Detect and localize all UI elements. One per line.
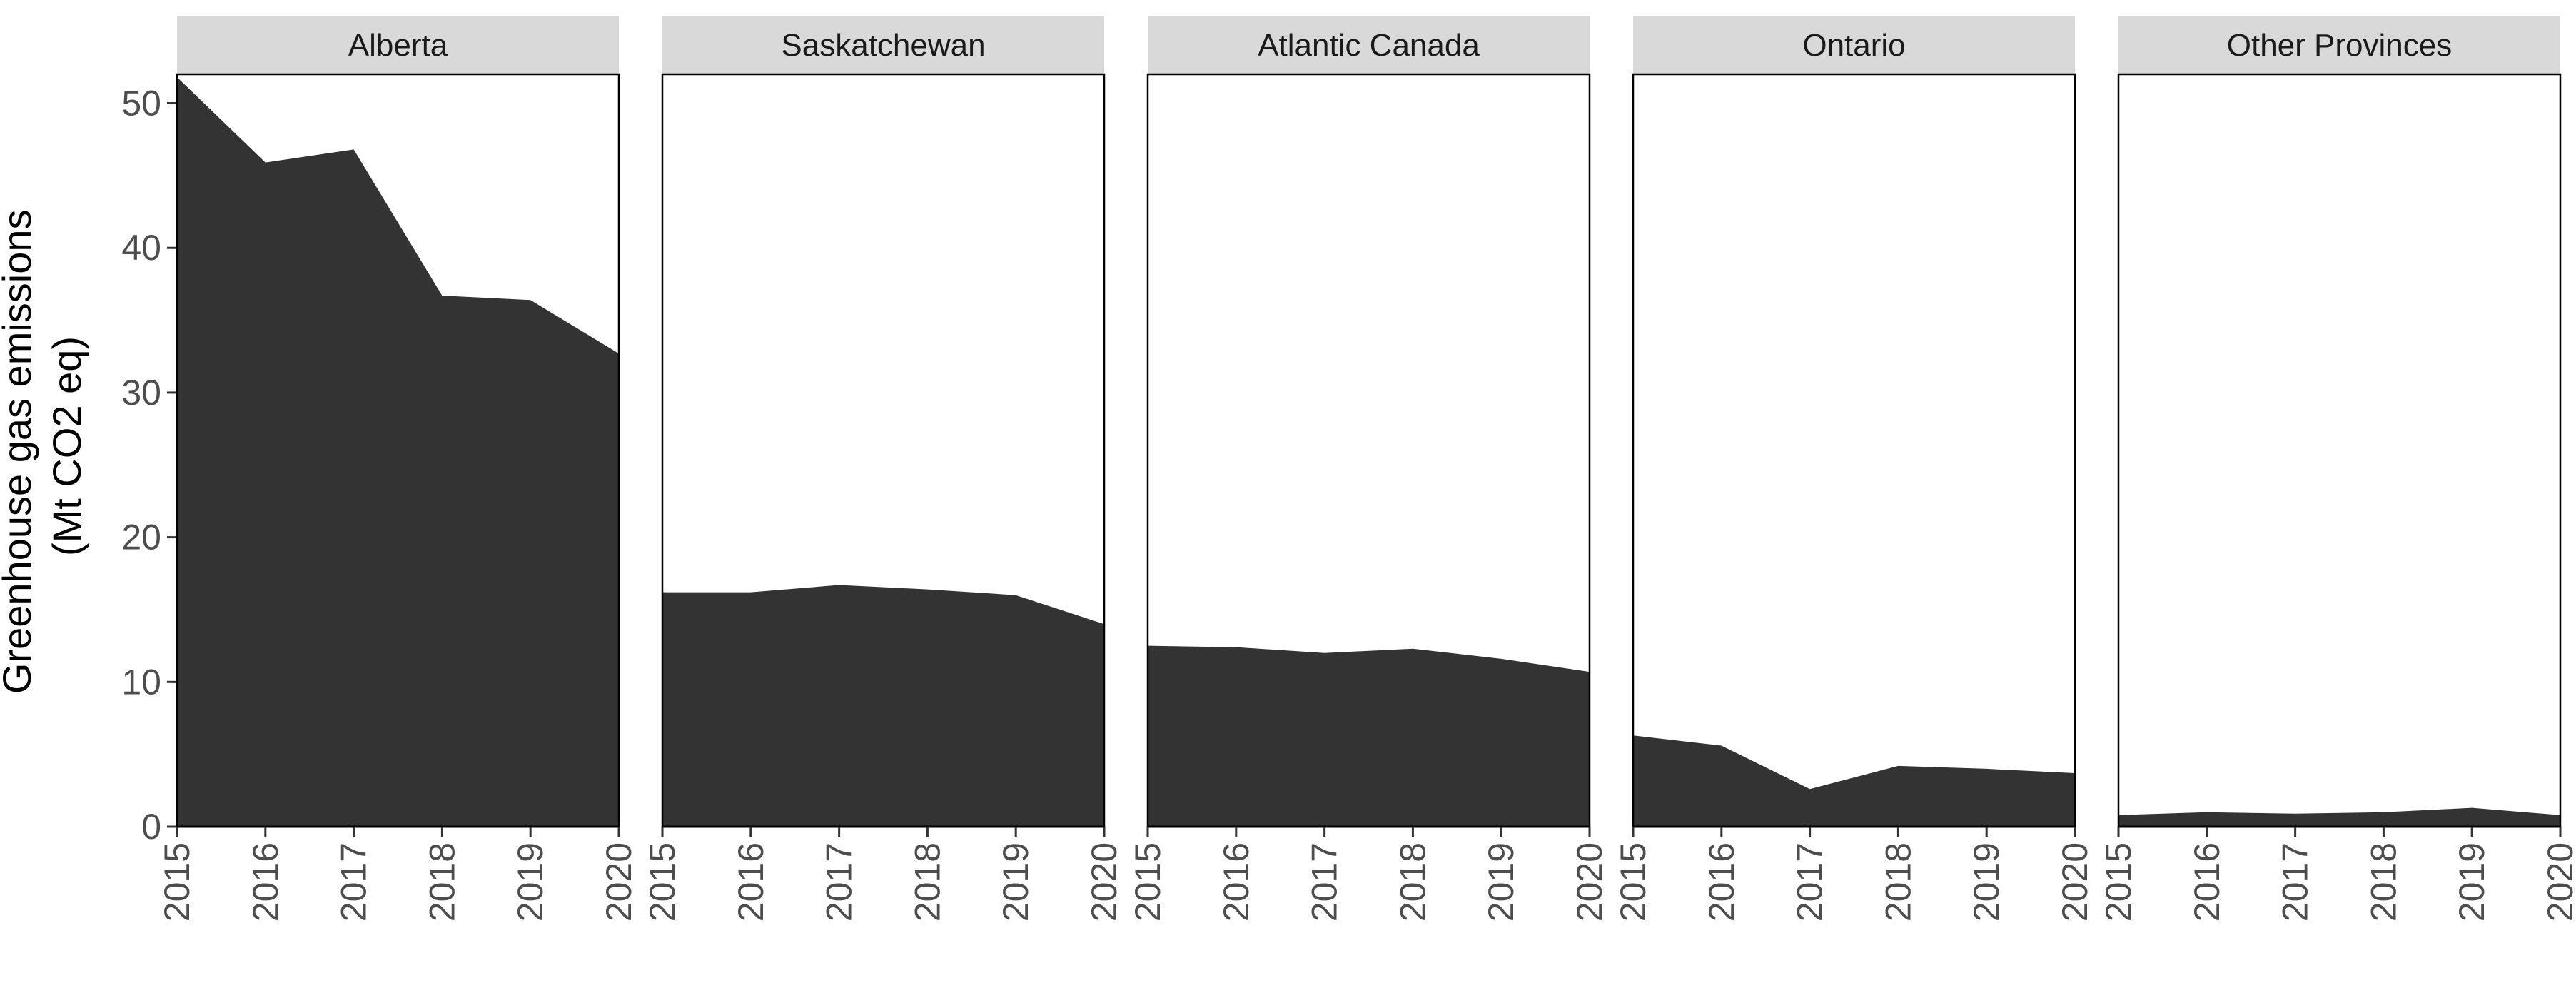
panel-ontario: Ontario 2015 2016 2017 2018 2019 2020: [1613, 16, 2095, 922]
x-tick-label: 2016: [731, 842, 771, 922]
area-alberta: [177, 77, 619, 827]
x-tick-label: 2020: [599, 842, 639, 922]
x-tick-label: 2017: [1790, 842, 1830, 922]
y-axis-title-line-1: Greenhouse gas emissions: [0, 209, 39, 694]
y-tick-label: 30: [121, 373, 161, 413]
x-tick-label: 2019: [2452, 842, 2492, 922]
facet-strip-label: Atlantic Canada: [1258, 28, 1480, 63]
x-tick-label: 2020: [2055, 842, 2095, 922]
facet-strip: [1148, 16, 1590, 74]
panel-atlantic-canada: Atlantic Canada 2015 2016 2017 2018 2019 2020: [1128, 16, 1610, 922]
x-tick-label: 2017: [2276, 842, 2315, 922]
x-tick-label: 2015: [642, 842, 682, 922]
x-tick-label: 2016: [1216, 842, 1256, 922]
x-tick-label: 2019: [1966, 842, 2006, 922]
x-tick-label: 2015: [1128, 842, 1168, 922]
panel-background: [1633, 74, 2075, 827]
x-tick-label: 2016: [1702, 842, 1742, 922]
x-tick-label: 2018: [907, 842, 947, 922]
panel-saskatchewan: Saskatchewan 2015 2016 2017 2018 2019 2020: [642, 16, 1124, 922]
area-atlantic-canada: [1148, 645, 1590, 827]
x-tick-label: 2018: [1393, 842, 1433, 922]
facet-strip: [2118, 16, 2560, 74]
x-tick-label: 2018: [422, 842, 462, 922]
x-tick-label: 2019: [1481, 842, 1521, 922]
x-tick-label: 2017: [819, 842, 859, 922]
area-saskatchewan: [662, 585, 1104, 827]
facet-strip: [177, 16, 619, 74]
facet-strip-label: Other Provinces: [2227, 28, 2452, 63]
x-tick-label: 2016: [246, 842, 286, 922]
x-tick-label: 2019: [510, 842, 550, 922]
x-tick-label: 2016: [2187, 842, 2227, 922]
y-axis-title: Greenhouse gas emissions (Mt CO2 eq): [0, 198, 89, 694]
x-tick-label: 2017: [1305, 842, 1345, 922]
x-tick-label: 2015: [1613, 842, 1653, 922]
area-other-provinces: [2118, 807, 2560, 827]
x-tick-label: 2015: [157, 842, 197, 922]
facet-strip-label: Saskatchewan: [781, 28, 985, 63]
panel-alberta: Alberta 2015 2016 2017 2018 2019 2020: [157, 16, 639, 922]
x-tick-label: 2018: [2363, 842, 2403, 922]
y-tick-label: 10: [121, 662, 161, 702]
x-tick-label: 2020: [1084, 842, 1124, 922]
y-tick-label: 20: [121, 518, 161, 558]
x-tick-label: 2017: [334, 842, 374, 922]
y-axis-title-line-2: (Mt CO2 eq): [44, 336, 89, 556]
facet-strip-label: Alberta: [348, 28, 448, 63]
facet-strip-label: Ontario: [1802, 28, 1905, 63]
y-tick-label: 50: [121, 84, 161, 124]
x-tick-label: 2020: [1570, 842, 1610, 922]
x-tick-label: 2020: [2540, 842, 2576, 922]
x-tick-label: 2019: [996, 842, 1036, 922]
x-tick-label: 2015: [2098, 842, 2138, 922]
y-axis: 0 10 20 30 40 50: [121, 84, 177, 847]
y-tick-label: 0: [141, 807, 161, 847]
panel-background: [2118, 74, 2560, 827]
facet-strip: [662, 16, 1104, 74]
y-tick-label: 40: [121, 228, 161, 268]
facet-strip: [1633, 16, 2075, 74]
area-ontario: [1633, 735, 2075, 827]
x-tick-label: 2018: [1878, 842, 1918, 922]
panel-other-provinces: Other Provinces 2015 2016 2017 2018 2019 2020: [2098, 16, 2576, 922]
